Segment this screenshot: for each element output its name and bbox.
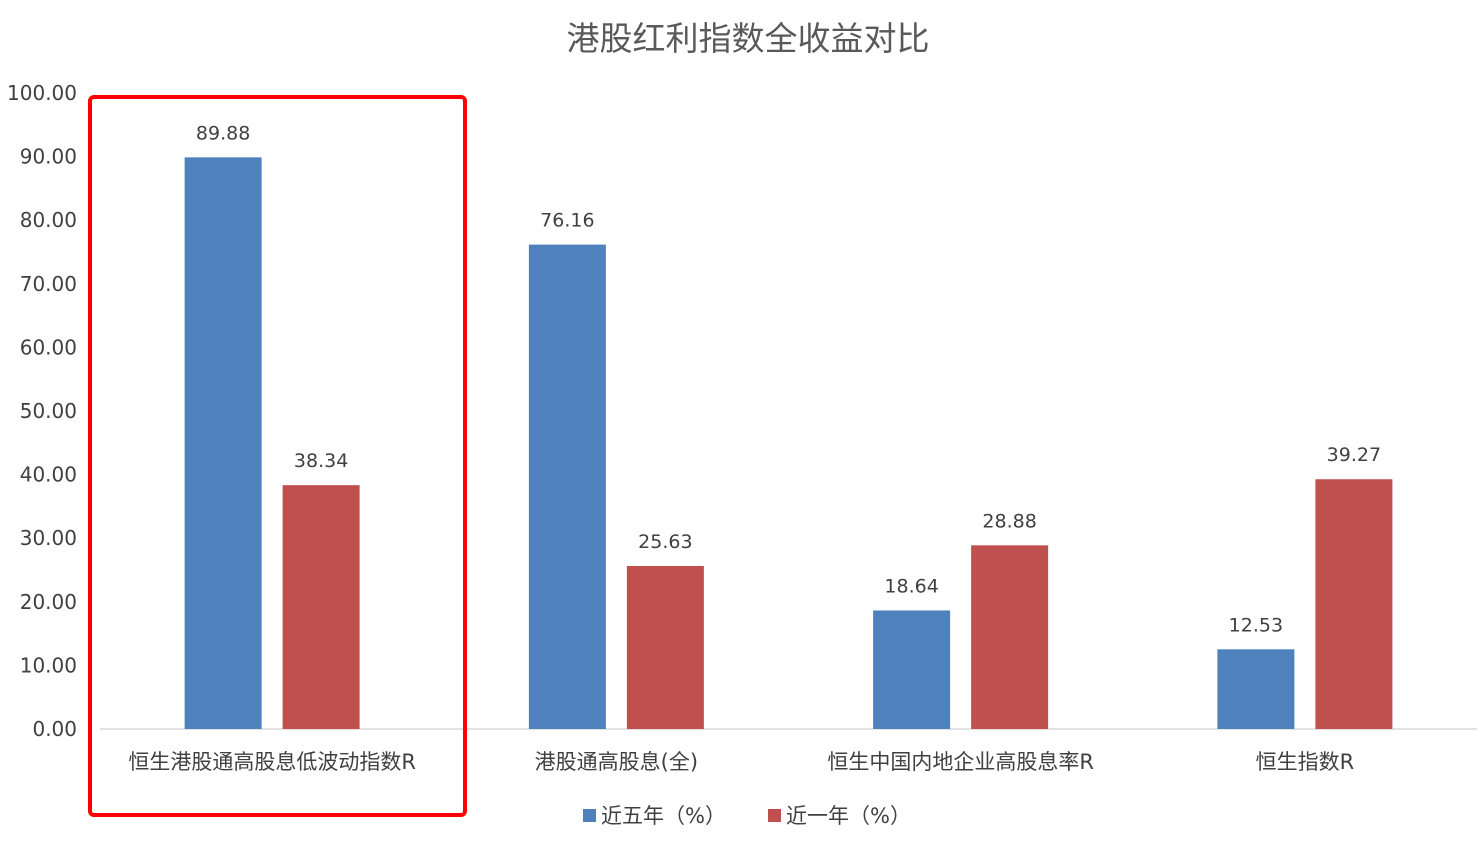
bar-one-year-1	[626, 565, 704, 729]
bar-five-year-3	[1217, 649, 1295, 729]
data-labels-group: 89.88 38.34 76.16 25.63 18.64 28.88 12.53 39.27	[196, 122, 1381, 636]
legend-swatch-five-year	[583, 809, 596, 822]
data-label: 25.63	[638, 531, 692, 553]
y-tick-label: 100.00	[7, 81, 77, 105]
data-label: 76.16	[540, 210, 594, 232]
bar-one-year-2	[971, 545, 1049, 729]
legend-swatch-one-year	[768, 809, 781, 822]
y-tick-label: 90.00	[20, 145, 77, 169]
highlight-box	[88, 95, 467, 817]
y-tick-label: 20.00	[20, 590, 77, 614]
bar-five-year-1	[528, 244, 606, 729]
y-tick-label: 70.00	[20, 272, 77, 296]
category-label: 恒生指数R	[1256, 750, 1355, 774]
y-tick-label: 80.00	[20, 208, 77, 232]
data-label: 28.88	[982, 510, 1036, 532]
category-labels-group: 恒生港股通高股息低波动指数R 港股通高股息(全) 恒生中国内地企业高股息率R 恒生指数…	[128, 750, 1354, 774]
category-label: 恒生中国内地企业高股息率R	[827, 750, 1094, 774]
category-label: 港股通高股息(全)	[535, 750, 698, 774]
y-tick-label: 30.00	[20, 526, 77, 550]
y-tick-label: 0.00	[32, 717, 77, 741]
legend-label: 近五年（%）	[601, 804, 726, 828]
category-label: 恒生港股通高股息低波动指数R	[128, 750, 416, 774]
legend: 近五年（%） 近一年（%）	[583, 804, 911, 828]
data-label: 39.27	[1327, 444, 1381, 466]
chart-title: 港股红利指数全收益对比	[567, 19, 930, 58]
y-tick-label: 60.00	[20, 335, 77, 359]
bars-group	[184, 157, 1393, 729]
y-tick-label: 40.00	[20, 463, 77, 487]
y-axis-ticks: 0.00 10.00 20.00 30.00 40.00 50.00 60.00 70.00 8…	[7, 81, 77, 741]
bar-one-year-0	[282, 485, 360, 729]
data-label: 89.88	[196, 122, 250, 144]
legend-label: 近一年（%）	[786, 804, 911, 828]
data-label: 38.34	[294, 450, 348, 472]
bar-five-year-0	[184, 157, 262, 729]
y-tick-label: 10.00	[20, 653, 77, 677]
y-tick-label: 50.00	[20, 399, 77, 423]
data-label: 18.64	[884, 575, 938, 597]
data-label: 12.53	[1229, 614, 1283, 636]
bar-five-year-2	[873, 610, 951, 729]
bar-one-year-3	[1315, 479, 1393, 729]
